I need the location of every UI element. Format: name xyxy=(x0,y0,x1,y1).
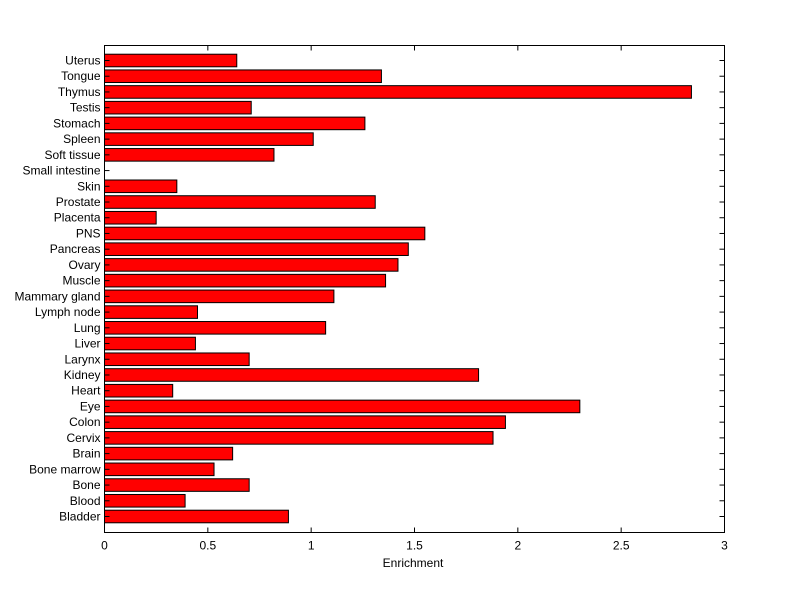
bar-pns xyxy=(104,226,426,241)
bar-prostate xyxy=(104,195,376,209)
y-tick-label: Prostate xyxy=(56,195,101,209)
y-tick-label: Liver xyxy=(74,337,100,351)
bar-skin xyxy=(104,179,178,194)
x-axis: 0 0.5 1 1.5 2 2.5 3 xyxy=(101,45,728,553)
y-tick-label: Pancreas xyxy=(50,242,101,256)
y-tick-label: Larynx xyxy=(64,352,100,366)
bar-spleen xyxy=(104,132,314,146)
y-tick-label: Thymus xyxy=(58,85,101,99)
bar-bone xyxy=(104,478,250,492)
bar-bone-marrow xyxy=(104,462,215,477)
x-tick-label: 2.5 xyxy=(613,539,630,553)
bar-larynx xyxy=(104,352,250,367)
y-tick-label: PNS xyxy=(76,226,101,240)
bar-stomach xyxy=(104,116,366,131)
bar-placenta xyxy=(104,210,157,225)
y-tick-label: Small intestine xyxy=(22,164,100,178)
y-tick-label: Heart xyxy=(71,384,101,398)
y-tick-label: Brain xyxy=(72,447,100,461)
y-tick-label: Bone marrow xyxy=(29,462,101,476)
bar-mammary-gland xyxy=(104,289,335,304)
bar-soft-tissue xyxy=(104,148,275,162)
bar-uterus xyxy=(104,53,238,68)
bar-colon xyxy=(104,415,506,429)
y-tick-label: Lung xyxy=(74,321,101,335)
y-tick-label: Spleen xyxy=(63,132,100,146)
y-tick-label: Bladder xyxy=(59,510,100,524)
bar-brain xyxy=(104,446,234,461)
bar-kidney xyxy=(104,368,480,382)
x-tick-label: 2 xyxy=(514,539,521,553)
y-tick-label: Mammary gland xyxy=(14,289,100,303)
y-tick-label: Soft tissue xyxy=(44,148,100,162)
bar-tongue xyxy=(104,69,382,84)
bar-liver xyxy=(104,336,196,351)
y-tick-label: Placenta xyxy=(54,211,101,225)
y-tick-label: Eye xyxy=(80,399,101,413)
x-tick-label: 3 xyxy=(721,539,728,553)
y-tick-label: Tongue xyxy=(61,69,101,83)
y-tick-label: Bone xyxy=(72,478,100,492)
bar-ovary xyxy=(104,258,399,272)
bar-eye xyxy=(104,399,581,414)
y-tick-label: Ovary xyxy=(68,258,100,272)
y-tick-label: Uterus xyxy=(65,54,100,68)
bar-lung xyxy=(104,321,327,335)
y-tick-label: Colon xyxy=(69,415,100,429)
y-tick-label: Lymph node xyxy=(35,305,101,319)
y-tick-label: Cervix xyxy=(66,431,100,445)
bar-muscle xyxy=(104,273,387,288)
x-tick-label: 0.5 xyxy=(199,539,216,553)
bar-pancreas xyxy=(104,242,409,256)
bar-bladder xyxy=(104,509,289,524)
bar-heart xyxy=(104,383,174,398)
bar-cervix xyxy=(104,431,494,445)
x-axis-label: Enrichment xyxy=(383,556,444,570)
y-tick-label: Muscle xyxy=(62,274,100,288)
y-tick-label: Skin xyxy=(77,179,100,193)
bar-lymph-node xyxy=(104,305,198,319)
x-tick-label: 0 xyxy=(101,539,108,553)
bar-blood xyxy=(104,493,186,508)
x-tick-label: 1 xyxy=(308,539,315,553)
y-tick-label: Blood xyxy=(70,494,101,508)
bar-thymus xyxy=(104,85,692,99)
x-tick-label: 1.5 xyxy=(406,539,423,553)
y-tick-label: Kidney xyxy=(64,368,101,382)
bar-testis xyxy=(104,100,252,115)
y-tick-label: Stomach xyxy=(53,116,100,130)
y-tick-label: Testis xyxy=(70,101,101,115)
